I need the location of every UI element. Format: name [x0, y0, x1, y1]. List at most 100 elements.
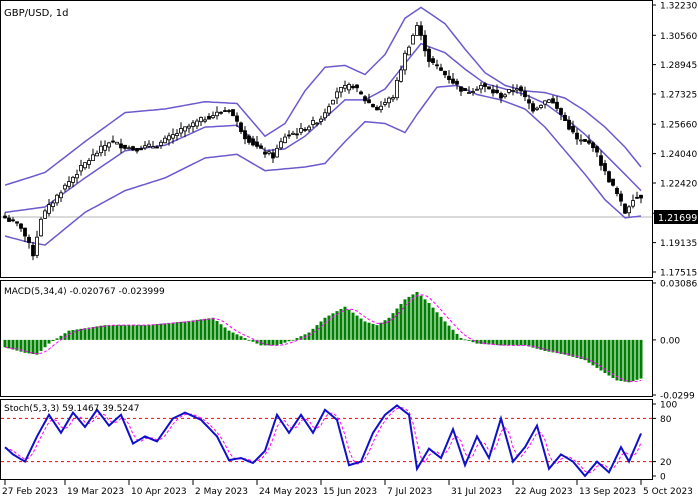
candle-body — [223, 110, 227, 112]
macd-bar — [119, 325, 123, 340]
candle-body — [3, 215, 7, 219]
candle-body — [419, 25, 423, 36]
macd-bar — [67, 330, 71, 340]
candle-body — [495, 89, 499, 94]
macd-bar — [319, 321, 323, 340]
candle — [299, 122, 303, 136]
candle — [639, 194, 643, 204]
candle-body — [27, 236, 31, 243]
candle-body — [271, 152, 275, 159]
candle-body — [159, 141, 163, 146]
candle — [335, 87, 339, 104]
candle — [311, 116, 315, 128]
candle-body — [427, 48, 431, 62]
candle — [95, 150, 99, 157]
macd-bar — [35, 339, 39, 355]
candle — [463, 88, 467, 92]
candle — [395, 77, 399, 101]
candle-body — [175, 133, 179, 136]
macd-bar — [575, 339, 579, 358]
macd-bar — [47, 339, 51, 344]
macd-bar — [207, 318, 211, 340]
candle-body — [187, 125, 191, 129]
macd-bar — [111, 325, 115, 340]
candle-body — [631, 200, 635, 207]
candle — [151, 141, 155, 149]
candle — [3, 212, 7, 219]
candle-body — [387, 97, 391, 104]
macd-bar — [615, 339, 619, 381]
candle — [623, 203, 627, 214]
candle — [255, 136, 259, 149]
macd-bar — [295, 338, 299, 340]
candle — [275, 144, 279, 158]
macd-bar — [7, 339, 11, 349]
candle-body — [103, 145, 107, 151]
candle — [219, 111, 223, 115]
time-tick-label: 7 Jul 2023 — [387, 487, 432, 497]
time-axis: 27 Feb 2023 19 Mar 2023 10 Apr 2023 2 May 2… — [2, 480, 693, 497]
candle-body — [391, 97, 395, 100]
macd-bar — [79, 328, 83, 340]
candle — [127, 145, 131, 150]
candle-body — [435, 64, 439, 67]
price-tick-label: 1.30560 — [660, 32, 697, 42]
candle-body — [531, 103, 535, 112]
candle-body — [7, 217, 11, 222]
macd-bar — [579, 339, 583, 360]
macd-bar — [483, 339, 487, 345]
candle — [195, 118, 199, 129]
macd-bar — [123, 325, 127, 340]
macd-bar — [531, 339, 535, 348]
bollinger-lower-band — [4, 84, 642, 246]
candle — [491, 84, 495, 97]
macd-bar — [299, 336, 303, 340]
candle-body — [599, 155, 603, 166]
candle — [355, 84, 359, 93]
candle-body — [547, 99, 551, 103]
candle-body — [331, 99, 335, 105]
candle — [571, 120, 575, 135]
macd-bar — [539, 339, 543, 350]
candle-body — [91, 154, 95, 162]
candle-body — [371, 104, 375, 108]
candle — [107, 141, 111, 152]
candle-body — [455, 80, 459, 85]
candle-body — [395, 79, 399, 99]
bollinger-bands — [4, 6, 642, 246]
bollinger-upper-band — [4, 6, 642, 186]
macd-bar — [435, 312, 439, 340]
candle — [483, 81, 487, 93]
candle-body — [99, 145, 103, 154]
macd-bar — [327, 315, 331, 340]
candle — [147, 140, 151, 148]
candle — [567, 116, 571, 131]
macd-bar — [115, 325, 119, 340]
candle — [499, 91, 503, 104]
candle — [611, 178, 615, 187]
macd-bar — [151, 324, 155, 340]
candle-body — [215, 111, 219, 117]
candle-body — [199, 117, 203, 123]
candle-body — [255, 141, 259, 147]
macd-bar — [507, 339, 511, 346]
stoch-tick-label: 100 — [660, 401, 677, 411]
macd-bar — [247, 339, 251, 341]
time-tick-label: 5 Oct 2023 — [643, 487, 693, 497]
bollinger-middle-band — [4, 42, 642, 214]
candle — [223, 106, 227, 112]
candle — [387, 96, 391, 108]
candle-body — [399, 69, 403, 82]
candle — [303, 127, 307, 133]
candle — [427, 46, 431, 68]
macd-bar — [371, 323, 375, 340]
candle-body — [211, 115, 215, 119]
candle-body — [235, 115, 239, 122]
macd-bar — [311, 328, 315, 340]
candle-body — [423, 34, 427, 52]
candle — [135, 147, 139, 154]
price-tick-label: 1.24040 — [660, 150, 697, 160]
candle — [51, 200, 55, 212]
candle-body — [11, 219, 15, 222]
macd-bar — [11, 339, 15, 350]
